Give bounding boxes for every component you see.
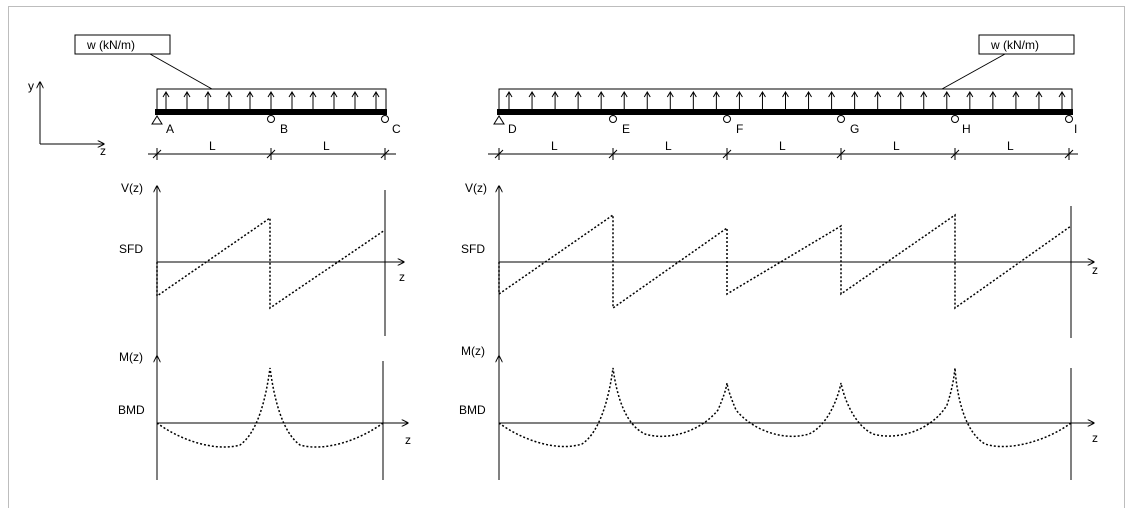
load-arrow-head bbox=[1012, 91, 1020, 98]
load-leader-line bbox=[941, 53, 1006, 90]
load-arrow-head bbox=[351, 91, 359, 98]
load-arrow-head bbox=[666, 91, 674, 98]
load-arrow-head bbox=[1035, 91, 1043, 98]
roller-support-g bbox=[837, 115, 845, 123]
shear-force-curve bbox=[498, 213, 1072, 310]
span-label: L bbox=[893, 139, 900, 153]
load-arrow-head bbox=[735, 91, 743, 98]
sfd-axis-label: V(z) bbox=[465, 181, 487, 195]
span-label: L bbox=[551, 139, 558, 153]
load-arrow-head bbox=[505, 91, 513, 98]
load-arrow-head bbox=[874, 91, 882, 98]
load-arrow-head bbox=[989, 91, 997, 98]
roller-support-e bbox=[609, 115, 617, 123]
distributed-load-arrows bbox=[162, 91, 380, 109]
sfd-label: SFD bbox=[461, 242, 485, 256]
span-label: L bbox=[665, 139, 672, 153]
sfd-z-label: z bbox=[399, 270, 405, 284]
bmd-axis-label: M(z) bbox=[461, 344, 485, 358]
support-label-i: I bbox=[1074, 122, 1077, 136]
support-label-b: B bbox=[280, 122, 288, 136]
bmd-label: BMD bbox=[118, 403, 145, 417]
support-label-g: G bbox=[850, 122, 859, 136]
load-arrow-head bbox=[372, 91, 380, 98]
load-arrow-head bbox=[225, 91, 233, 98]
bending-moment-curve bbox=[498, 367, 1072, 448]
pin-support-a bbox=[151, 115, 163, 125]
roller-support-i bbox=[1065, 115, 1073, 123]
load-arrow-head bbox=[966, 91, 974, 98]
sfd-left: V(z) SFD z bbox=[119, 181, 405, 361]
support-label-h: H bbox=[962, 122, 971, 136]
bmd-z-label: z bbox=[1092, 431, 1098, 445]
shear-force-curve bbox=[156, 216, 386, 310]
load-arrow-head bbox=[309, 91, 317, 98]
load-arrow-head bbox=[920, 91, 928, 98]
load-arrow-head bbox=[574, 91, 582, 98]
sfd-label: SFD bbox=[119, 242, 143, 256]
load-arrow-head bbox=[897, 91, 905, 98]
load-arrow-head bbox=[828, 91, 836, 98]
load-arrow-head bbox=[759, 91, 766, 98]
support-label-c: C bbox=[392, 122, 401, 136]
load-label: w (kN/m) bbox=[86, 38, 135, 52]
load-arrow-head bbox=[528, 91, 536, 98]
span-label: L bbox=[323, 139, 330, 153]
load-arrow-head bbox=[288, 91, 296, 98]
sfd-axis-label: V(z) bbox=[121, 181, 143, 195]
support-label-d: D bbox=[508, 122, 517, 136]
load-arrow-head bbox=[551, 91, 559, 98]
load-arrow-head bbox=[712, 91, 720, 98]
load-arrow-head bbox=[267, 91, 275, 98]
pin-support-d bbox=[493, 115, 505, 125]
y-axis-label: y bbox=[28, 79, 34, 93]
load-arrow-head bbox=[246, 91, 254, 98]
roller-support-h bbox=[951, 115, 959, 123]
load-arrow-head bbox=[851, 91, 859, 98]
left-beam: w (kN/m) A B C L L bbox=[74, 34, 401, 160]
support-label-f: F bbox=[736, 122, 743, 136]
load-arrow-head bbox=[1058, 91, 1066, 98]
support-label-a: A bbox=[166, 122, 174, 136]
load-arrow-head bbox=[204, 91, 212, 98]
coordinate-axes: y z bbox=[28, 79, 106, 158]
load-arrow-head bbox=[183, 91, 191, 98]
load-arrow-head bbox=[597, 91, 605, 98]
load-arrow-head bbox=[782, 91, 789, 98]
z-axis-label: z bbox=[100, 144, 106, 158]
load-label-box bbox=[74, 34, 171, 55]
bmd-label: BMD bbox=[459, 403, 486, 417]
bmd-axis-label: M(z) bbox=[119, 350, 143, 364]
span-label: L bbox=[779, 139, 786, 153]
support-label-e: E bbox=[622, 122, 630, 136]
load-arrow-head bbox=[330, 91, 338, 98]
bmd-z-label: z bbox=[405, 433, 411, 447]
load-arrow-head bbox=[620, 91, 628, 98]
distributed-load-arrows bbox=[505, 91, 1066, 109]
right-beam: w (kN/m) D E F G H I L L L L L bbox=[488, 34, 1078, 160]
roller-support-b bbox=[267, 115, 275, 123]
span-label: L bbox=[1007, 139, 1014, 153]
sfd-right: V(z) SFD z bbox=[461, 181, 1098, 361]
load-label-box bbox=[978, 34, 1075, 55]
load-arrow-head bbox=[689, 91, 697, 98]
load-label: w (kN/m) bbox=[990, 38, 1039, 52]
span-dimension-line bbox=[148, 148, 396, 160]
bending-moment-curve bbox=[156, 367, 384, 448]
span-dimension-line bbox=[488, 148, 1078, 160]
load-arrow-head bbox=[643, 91, 651, 98]
figure-frame bbox=[8, 6, 1125, 508]
load-arrow-head bbox=[943, 91, 951, 98]
sfd-z-label: z bbox=[1092, 263, 1098, 277]
bmd-left: M(z) BMD z bbox=[118, 350, 411, 480]
bmd-right: M(z) BMD z bbox=[459, 344, 1098, 480]
roller-support-f bbox=[723, 115, 731, 123]
load-arrow-head bbox=[805, 91, 812, 98]
span-label: L bbox=[209, 139, 216, 153]
load-arrow-head bbox=[162, 91, 170, 98]
roller-support-c bbox=[381, 115, 389, 123]
load-leader-line bbox=[149, 53, 213, 90]
